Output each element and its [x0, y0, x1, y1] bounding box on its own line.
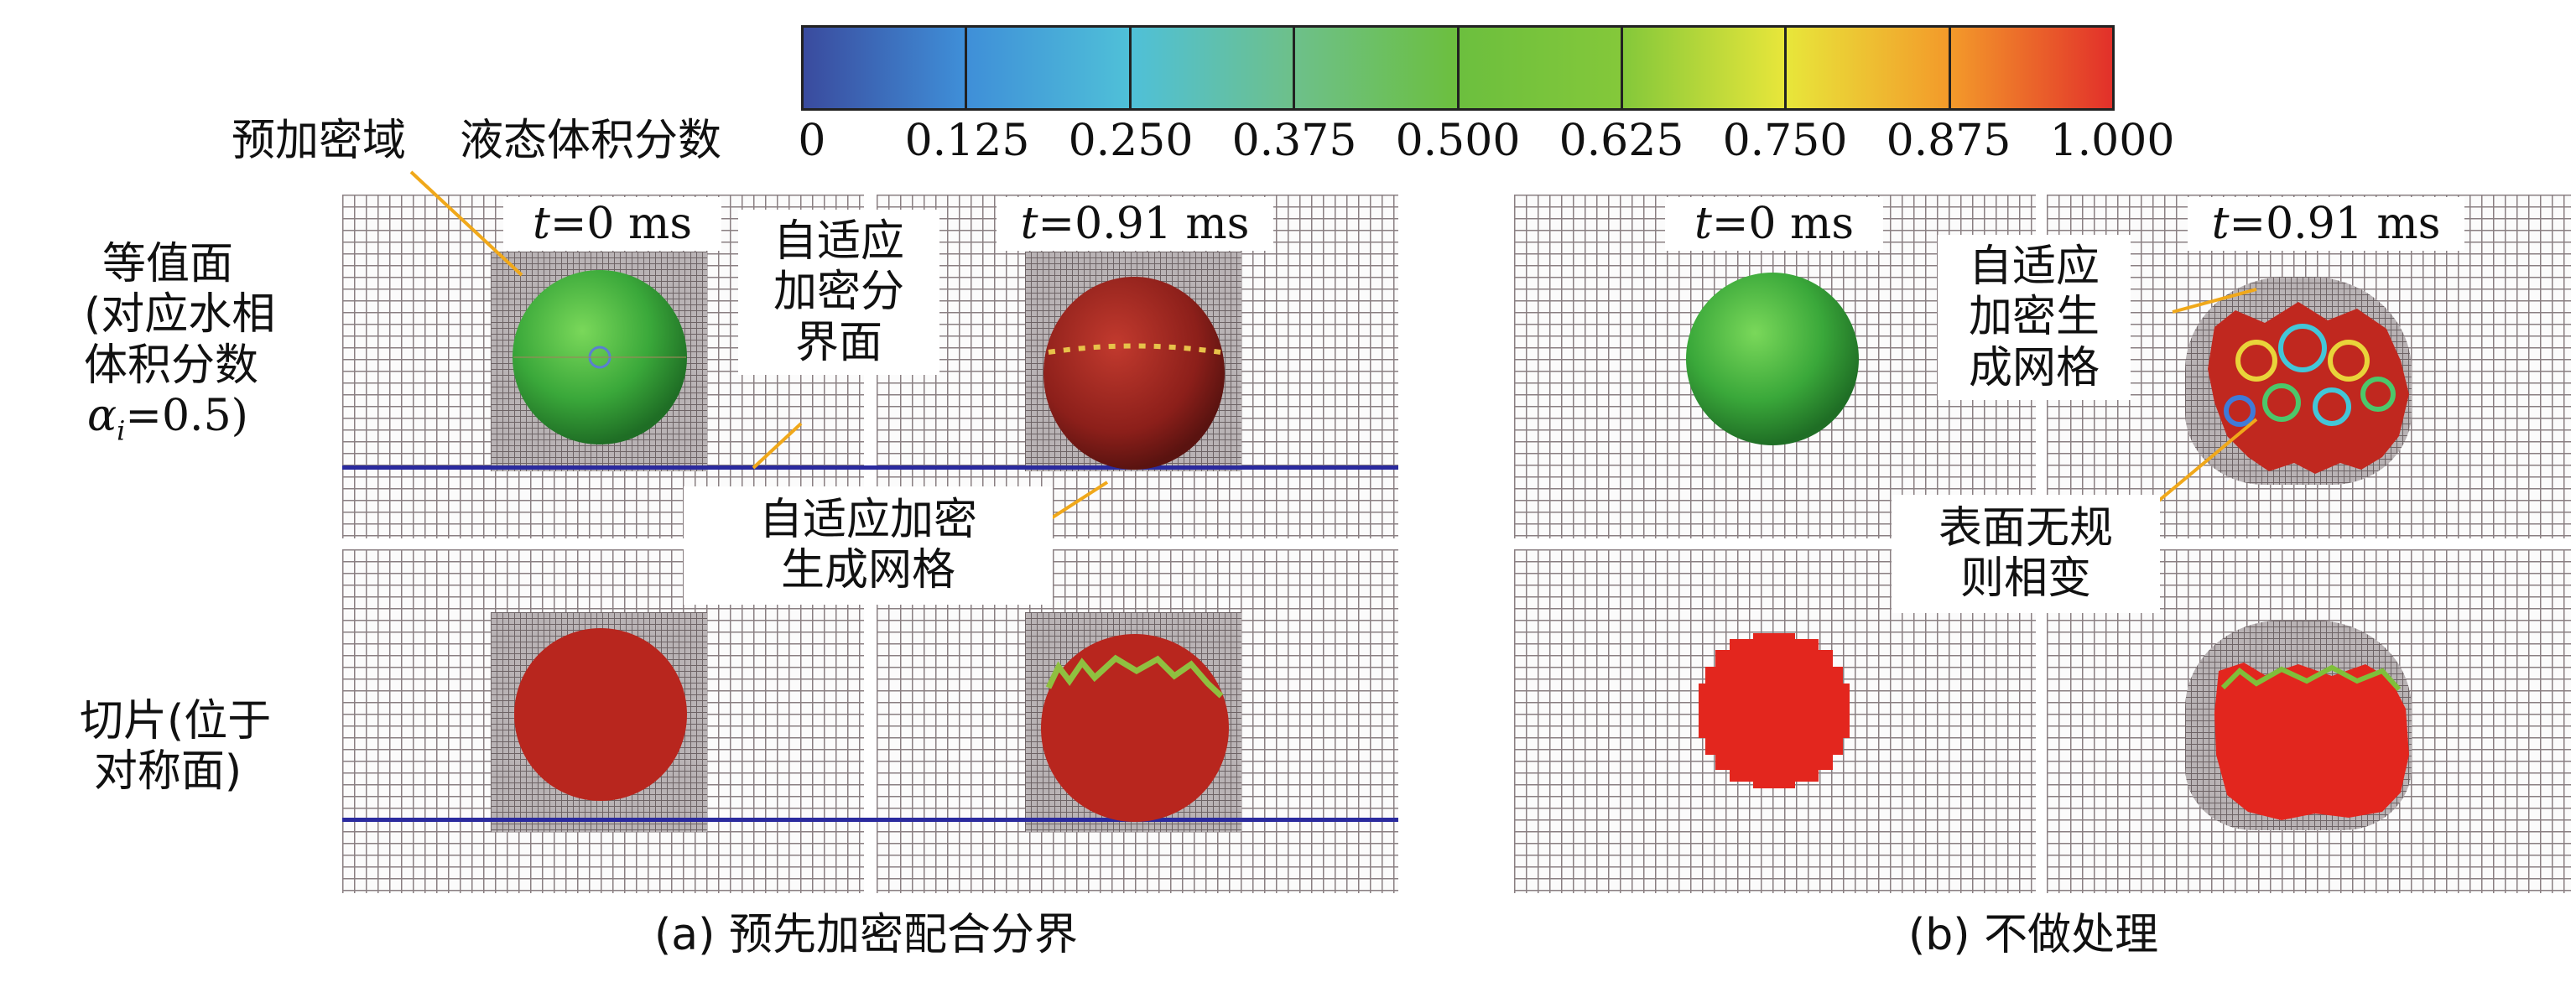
time-symbol: t: [532, 199, 550, 249]
colorbar-segment: [1459, 28, 1623, 108]
colorbar-segment: [1131, 28, 1296, 108]
annotation-adaptive-mesh-b: 自适应 加密生 成网格: [1938, 235, 2131, 400]
caption-b: (b) 不做处理: [1908, 910, 2159, 960]
annotation-line: 自适应: [773, 216, 904, 267]
time-symbol: t: [1020, 199, 1038, 249]
time-value: =0 ms: [549, 199, 693, 249]
colorbar-tick-label: 0.625: [1559, 116, 1684, 166]
annotation-line: 生成网格: [780, 545, 955, 596]
refinement-boundary-line: [342, 465, 1398, 470]
annotation-line: 表面无规: [1938, 503, 2113, 554]
row2-label: 切片(位于 对称面): [80, 696, 272, 798]
colorbar-label: 液态体积分数: [460, 116, 722, 166]
colorbar-tick-label: 0.375: [1231, 116, 1357, 166]
colorbar-tick-label: 0.250: [1068, 116, 1194, 166]
time-value: =0 ms: [1711, 199, 1855, 249]
time-label-a-t0: t=0 ms: [503, 197, 721, 251]
annotation-adaptive-mesh-a: 自适应加密 生成网格: [684, 486, 1053, 605]
annotation-irregular: 表面无规 则相变: [1892, 495, 2160, 613]
colorbar-tick-label: 0.750: [1722, 116, 1848, 166]
time-symbol: t: [1694, 199, 1712, 249]
colorbar-tick-label: 0.500: [1395, 116, 1521, 166]
colorbar-tick-label: 1.000: [2049, 116, 2175, 166]
row1-label: 等值面 (对应水相 体积分数 αi=0.5): [84, 239, 276, 447]
annotation-line: 加密生: [1968, 292, 2100, 343]
colorbar-segment: [1787, 28, 1951, 108]
leader-predense: [409, 170, 523, 277]
annotation-line: 则相变: [1959, 554, 2091, 605]
slice-red-a-t091: [1041, 634, 1229, 822]
row1-line3: 体积分数: [84, 340, 259, 391]
refinement-boundary-line: [342, 818, 1398, 822]
row1-line2: (对应水相: [84, 289, 276, 340]
time-value: =0.91 ms: [2229, 199, 2441, 249]
colorbar-segment: [967, 28, 1132, 108]
alpha-symbol: α: [87, 390, 117, 441]
colorbar-segment: [1622, 28, 1788, 108]
phase-change-pattern: [2224, 324, 2396, 427]
caption-a: (a) 预先加密配合分界: [654, 910, 1078, 960]
row1-line1: 等值面: [101, 239, 233, 289]
droplet-green-b: [1686, 273, 1859, 445]
annotation-line: 加密分: [773, 267, 904, 318]
row1-line4: αi=0.5): [84, 391, 252, 447]
time-label-b-t0: t=0 ms: [1665, 197, 1883, 251]
leader-irregular: [2154, 418, 2258, 505]
slice-red-a: [514, 628, 687, 801]
droplet-red-a: [1043, 277, 1225, 470]
annotation-line: 成网格: [1968, 342, 2100, 393]
leader-adaptive-boundary: [752, 422, 803, 470]
annotation-line: 界面: [794, 317, 882, 368]
alpha-value: =0.5): [125, 390, 248, 441]
row2-line2: 对称面): [93, 746, 242, 798]
time-label-b-t091: t=0.91 ms: [2188, 197, 2464, 251]
predense-label: 预加密域: [232, 116, 407, 166]
colorbar-segment: [1295, 28, 1460, 108]
row2-line1: 切片(位于: [80, 696, 272, 746]
slice-irregular-b: [2214, 663, 2409, 820]
colorbar-segment: [804, 28, 968, 108]
time-symbol: t: [2211, 199, 2230, 249]
annotation-line: 自适应: [1968, 242, 2100, 292]
annotation-line: 自适应加密: [758, 495, 977, 545]
slice-red-b: [1699, 633, 1850, 788]
alpha-subscript: i: [117, 414, 126, 447]
colorbar-tick-label: 0.125: [904, 116, 1030, 166]
annotation-adaptive-boundary: 自适应 加密分 界面: [738, 210, 939, 375]
colorbar-segment: [1950, 28, 2112, 108]
leader-adaptive-mesh-b: [2172, 288, 2257, 314]
colorbar-tick-label: 0: [798, 116, 826, 166]
colorbar-tick-label: 0.875: [1886, 116, 2011, 166]
time-value: =0.91 ms: [1038, 199, 1250, 249]
time-label-a-t091: t=0.91 ms: [997, 197, 1273, 251]
colorbar: [801, 25, 2115, 111]
